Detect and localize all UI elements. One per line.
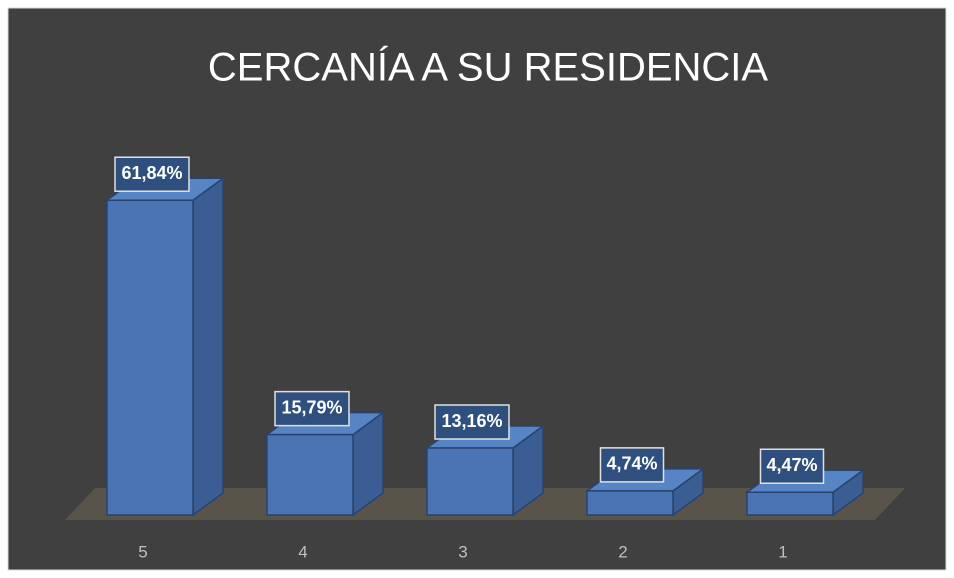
x-tick-label: 3 (458, 542, 467, 561)
bar-side (192, 176, 224, 517)
data-label-box (759, 448, 825, 484)
x-tick-label: 1 (778, 542, 787, 561)
bar (266, 433, 354, 516)
chart-title: CERCANÍA A SU RESIDENCIA (208, 45, 768, 90)
data-label: 4,74% (606, 454, 657, 474)
data-label: 13,16% (441, 411, 502, 431)
bar (106, 199, 194, 516)
data-label: 4,47% (766, 455, 817, 475)
data-label: 61,84% (121, 163, 182, 183)
data-label-box (434, 404, 510, 440)
data-label-box (599, 447, 665, 483)
data-label-box (114, 156, 190, 192)
data-label-box (274, 390, 350, 427)
bar (746, 491, 834, 516)
data-label: 15,79% (281, 397, 342, 417)
x-tick-label: 2 (618, 542, 627, 561)
bar (586, 490, 674, 516)
x-tick-label: 5 (138, 542, 147, 561)
bar (426, 447, 514, 516)
x-tick-label: 4 (298, 542, 307, 561)
